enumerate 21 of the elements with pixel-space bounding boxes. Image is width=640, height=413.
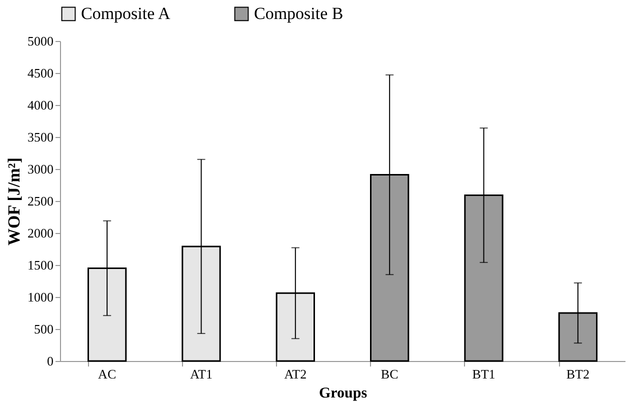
legend-label: Composite A bbox=[81, 4, 171, 23]
y-tick-label: 500 bbox=[34, 322, 54, 336]
x-tick-label: BT1 bbox=[472, 366, 496, 382]
x-tick-label: BC bbox=[380, 366, 398, 382]
x-tick-label: AC bbox=[98, 366, 116, 382]
y-tick-label: 4000 bbox=[28, 98, 54, 112]
x-tick-label: BT2 bbox=[566, 366, 590, 382]
y-tick-label: 3500 bbox=[28, 130, 54, 144]
y-tick-label: 2500 bbox=[28, 194, 54, 208]
y-tick-label: 1000 bbox=[28, 290, 54, 304]
x-axis-title: Groups bbox=[318, 386, 368, 402]
x-tick-label: AT1 bbox=[190, 366, 212, 382]
y-tick-label: 3000 bbox=[28, 162, 54, 176]
x-tick-label: AT2 bbox=[284, 366, 307, 382]
y-axis-title: WOF [J/m²] bbox=[4, 157, 24, 246]
y-tick-label: 0 bbox=[47, 354, 54, 368]
y-tick-label: 5000 bbox=[28, 34, 54, 48]
y-tick-label: 4500 bbox=[28, 66, 54, 80]
y-tick-label: 2000 bbox=[28, 226, 54, 240]
legend-label: Composite B bbox=[254, 4, 344, 23]
y-tick-label: 1500 bbox=[28, 258, 54, 272]
